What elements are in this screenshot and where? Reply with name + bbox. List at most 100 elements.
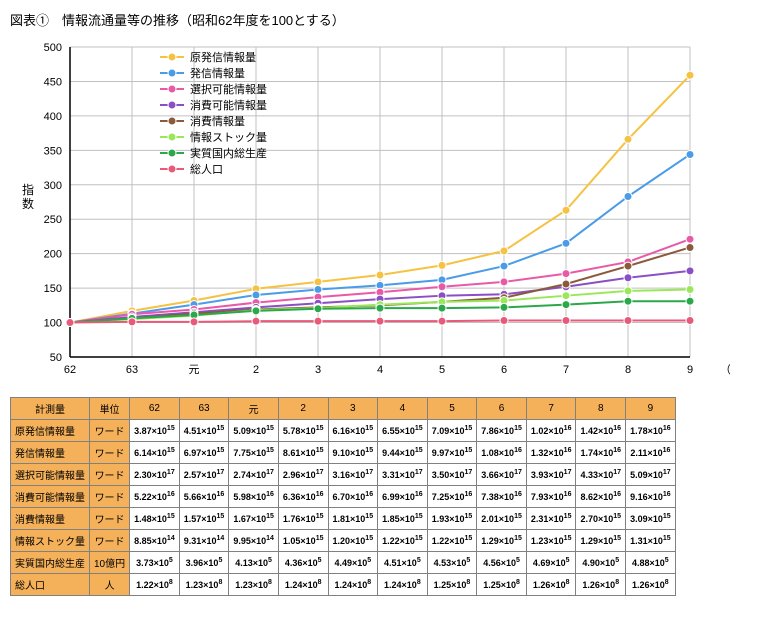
svg-text:400: 400 [44, 111, 62, 123]
row-label: 発信情報量 [11, 442, 90, 464]
cell-value: 1.29×1015 [477, 530, 527, 552]
row-label: 実質国内総生産 [11, 552, 90, 574]
cell-value: 1.22×1015 [378, 530, 428, 552]
cell-value: 7.38×1016 [477, 486, 527, 508]
svg-text:150: 150 [44, 283, 62, 295]
table-row: 消費情報量ワード1.48×10151.57×10151.67×10151.76×… [11, 508, 676, 530]
row-label: 総人口 [11, 574, 90, 596]
svg-text:7: 7 [563, 364, 569, 376]
chart-title: 図表① 情報流通量等の推移（昭和62年度を100とする） [10, 10, 750, 29]
cell-value: 2.57×1017 [179, 464, 229, 486]
cell-value: 5.98×1016 [229, 486, 279, 508]
cell-value: 1.22×108 [130, 574, 180, 596]
svg-text:消費情報量: 消費情報量 [190, 114, 245, 128]
table-header: 5 [427, 398, 477, 420]
svg-text:350: 350 [44, 145, 62, 157]
cell-value: 1.25×108 [427, 574, 477, 596]
cell-value: 1.23×108 [229, 574, 279, 596]
svg-text:総人口: 総人口 [190, 162, 223, 176]
svg-text:200: 200 [44, 249, 62, 261]
table-row: 選択可能情報量ワード2.30×10172.57×10172.74×10172.9… [11, 464, 676, 486]
cell-value: 4.33×1017 [576, 464, 626, 486]
cell-value: 2.96×1017 [278, 464, 328, 486]
cell-value: 1.24×108 [328, 574, 378, 596]
cell-value: 1.08×1016 [477, 442, 527, 464]
cell-value: 8.62×1016 [576, 486, 626, 508]
table-header: 6 [477, 398, 527, 420]
cell-value: 1.67×1015 [229, 508, 279, 530]
cell-value: 7.93×1016 [526, 486, 576, 508]
table-header: 7 [526, 398, 576, 420]
cell-value: 3.50×1017 [427, 464, 477, 486]
svg-text:発信情報量: 発信情報量 [190, 66, 245, 80]
cell-value: 6.14×1015 [130, 442, 180, 464]
table-row: 総人口人1.22×1081.23×1081.23×1081.24×1081.24… [11, 574, 676, 596]
cell-value: 6.36×1016 [278, 486, 328, 508]
svg-text:選択可能情報量: 選択可能情報量 [190, 82, 267, 96]
cell-value: 1.26×108 [576, 574, 626, 596]
table-header: 計測量 [11, 398, 90, 420]
cell-value: 1.78×1016 [626, 420, 676, 442]
table-header: 4 [378, 398, 428, 420]
cell-value: 1.76×1015 [278, 508, 328, 530]
cell-value: 5.22×1016 [130, 486, 180, 508]
cell-value: 4.36×105 [278, 552, 328, 574]
cell-value: 1.48×1015 [130, 508, 180, 530]
table-header: 8 [576, 398, 626, 420]
row-unit: 人 [90, 574, 130, 596]
cell-value: 5.78×1015 [278, 420, 328, 442]
cell-value: 1.29×1015 [576, 530, 626, 552]
cell-value: 8.61×1015 [278, 442, 328, 464]
cell-value: 1.26×108 [526, 574, 576, 596]
cell-value: 4.88×105 [626, 552, 676, 574]
cell-value: 2.30×1017 [130, 464, 180, 486]
cell-value: 4.51×1015 [179, 420, 229, 442]
cell-value: 3.09×1015 [626, 508, 676, 530]
row-label: 消費情報量 [11, 508, 90, 530]
cell-value: 2.11×1016 [626, 442, 676, 464]
cell-value: 6.99×1016 [378, 486, 428, 508]
cell-value: 4.53×105 [427, 552, 477, 574]
cell-value: 5.09×1017 [626, 464, 676, 486]
cell-value: 1.25×108 [477, 574, 527, 596]
cell-value: 2.01×1015 [477, 508, 527, 530]
cell-value: 9.44×1015 [378, 442, 428, 464]
cell-value: 7.25×1016 [427, 486, 477, 508]
svg-text:500: 500 [44, 42, 62, 54]
svg-text:（年度）: （年度） [720, 362, 730, 376]
svg-text:450: 450 [44, 76, 62, 88]
svg-text:63: 63 [126, 364, 138, 376]
cell-value: 4.49×105 [328, 552, 378, 574]
cell-value: 4.13×105 [229, 552, 279, 574]
cell-value: 1.22×1015 [427, 530, 477, 552]
svg-text:情報ストック量: 情報ストック量 [190, 131, 267, 144]
cell-value: 9.10×1015 [328, 442, 378, 464]
svg-text:3: 3 [315, 364, 321, 376]
table-header: 63 [179, 398, 229, 420]
svg-text:100: 100 [44, 318, 62, 330]
svg-text:数: 数 [22, 196, 34, 211]
cell-value: 4.90×105 [576, 552, 626, 574]
svg-text:元: 元 [189, 364, 200, 376]
cell-value: 5.66×1016 [179, 486, 229, 508]
cell-value: 7.86×1015 [477, 420, 527, 442]
cell-value: 9.95×1014 [229, 530, 279, 552]
svg-text:9: 9 [687, 364, 693, 376]
cell-value: 3.73×105 [130, 552, 180, 574]
cell-value: 1.24×108 [278, 574, 328, 596]
cell-value: 1.81×1015 [328, 508, 378, 530]
cell-value: 3.87×1015 [130, 420, 180, 442]
cell-value: 5.09×1015 [229, 420, 279, 442]
cell-value: 3.16×1017 [328, 464, 378, 486]
row-label: 選択可能情報量 [11, 464, 90, 486]
cell-value: 1.23×1015 [526, 530, 576, 552]
row-unit: ワード [90, 464, 130, 486]
cell-value: 1.02×1016 [526, 420, 576, 442]
cell-value: 6.16×1015 [328, 420, 378, 442]
cell-value: 2.74×1017 [229, 464, 279, 486]
row-unit: ワード [90, 486, 130, 508]
cell-value: 9.31×1014 [179, 530, 229, 552]
row-unit: ワード [90, 508, 130, 530]
table-header: 単位 [90, 398, 130, 420]
table-row: 情報ストック量ワード8.85×10149.31×10149.95×10141.0… [11, 530, 676, 552]
